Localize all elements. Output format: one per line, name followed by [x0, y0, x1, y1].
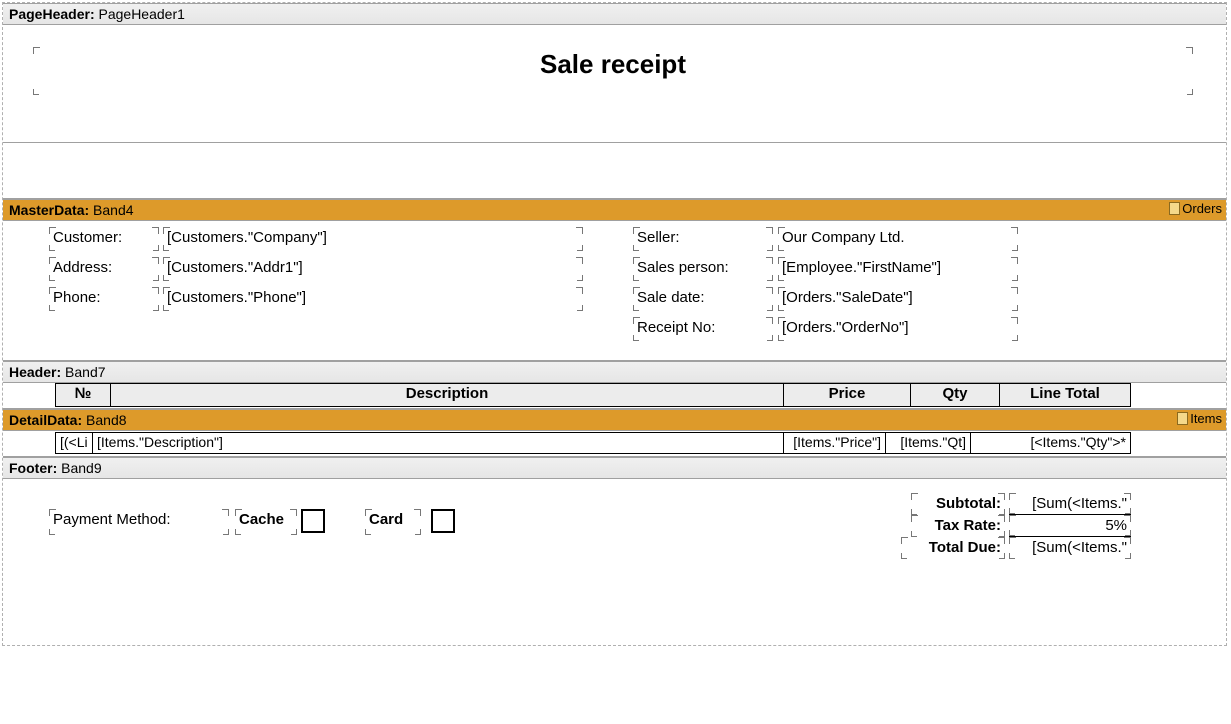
tax-rate-value[interactable]: 5%	[1009, 515, 1131, 537]
detaildata-type: DetailData	[9, 412, 77, 428]
database-icon	[1177, 412, 1188, 425]
masterdata-band-body[interactable]: Customer: [Customers."Company"] Address:…	[3, 221, 1226, 361]
cache-checkbox[interactable]	[301, 509, 325, 533]
cell-line-total[interactable]: [<Items."Qty">*	[970, 432, 1131, 454]
phone-value-memo[interactable]: [Customers."Phone"]	[163, 287, 583, 311]
col-description[interactable]: Description	[110, 383, 784, 407]
tax-rate-label[interactable]: Tax Rate:	[911, 515, 1005, 537]
cache-label[interactable]: Cache	[235, 509, 297, 535]
card-label[interactable]: Card	[365, 509, 421, 535]
sale-date-value-memo[interactable]: [Orders."SaleDate"]	[778, 287, 1018, 311]
seller-label-memo[interactable]: Seller:	[633, 227, 773, 251]
pageheader-band-header[interactable]: PageHeader: PageHeader1	[3, 3, 1226, 25]
receipt-no-value-memo[interactable]: [Orders."OrderNo"]	[778, 317, 1018, 341]
total-due-label[interactable]: Total Due:	[901, 537, 1005, 559]
detaildata-band-body[interactable]: [(<Li [Items."Description"] [Items."Pric…	[3, 431, 1226, 457]
title-text: Sale receipt	[33, 47, 1193, 82]
title-memo[interactable]: Sale receipt	[33, 47, 1193, 95]
pageheader-type: PageHeader	[9, 6, 90, 22]
header-band-header[interactable]: Header: Band7	[3, 361, 1226, 383]
customer-label-memo[interactable]: Customer:	[49, 227, 159, 251]
card-checkbox[interactable]	[431, 509, 455, 533]
detaildata-dataset[interactable]: Items	[1177, 411, 1222, 426]
col-no[interactable]: №	[55, 383, 111, 407]
cell-no[interactable]: [(<Li	[55, 432, 93, 454]
masterdata-dataset[interactable]: Orders	[1169, 201, 1222, 216]
col-qty[interactable]: Qty	[910, 383, 1000, 407]
total-due-value[interactable]: [Sum(<Items."	[1009, 537, 1131, 559]
col-price[interactable]: Price	[783, 383, 911, 407]
footer-band-body[interactable]: Payment Method: Cache Card Subtotal: [Su…	[3, 479, 1226, 645]
address-value-memo[interactable]: [Customers."Addr1"]	[163, 257, 583, 281]
gap-1	[3, 143, 1226, 199]
header-name: Band7	[65, 364, 105, 380]
header-type: Header	[9, 364, 56, 380]
header-band-body[interactable]: № Description Price Qty Line Total	[3, 383, 1226, 409]
footer-band-header[interactable]: Footer: Band9	[3, 457, 1226, 479]
database-icon	[1169, 202, 1180, 215]
payment-method-label[interactable]: Payment Method:	[49, 509, 229, 535]
masterdata-type: MasterData	[9, 202, 84, 218]
phone-label-memo[interactable]: Phone:	[49, 287, 159, 311]
cell-qty[interactable]: [Items."Qt]	[885, 432, 971, 454]
subtotal-label[interactable]: Subtotal:	[911, 493, 1005, 515]
pageheader-band-body[interactable]: Sale receipt	[3, 25, 1226, 143]
cell-price[interactable]: [Items."Price"]	[783, 432, 886, 454]
report-design-canvas[interactable]: PageHeader: PageHeader1 Sale receipt Mas…	[2, 2, 1227, 646]
col-line-total[interactable]: Line Total	[999, 383, 1131, 407]
sale-date-label-memo[interactable]: Sale date:	[633, 287, 773, 311]
footer-name: Band9	[61, 460, 101, 476]
pageheader-name: PageHeader1	[99, 6, 185, 22]
detaildata-band-header[interactable]: DetailData: Band8 Items	[3, 409, 1226, 431]
customer-value-memo[interactable]: [Customers."Company"]	[163, 227, 583, 251]
sales-person-label-memo[interactable]: Sales person:	[633, 257, 773, 281]
masterdata-name: Band4	[93, 202, 133, 218]
cell-description[interactable]: [Items."Description"]	[92, 432, 784, 454]
receipt-no-label-memo[interactable]: Receipt No:	[633, 317, 773, 341]
address-label-memo[interactable]: Address:	[49, 257, 159, 281]
subtotal-value[interactable]: [Sum(<Items."	[1009, 493, 1131, 515]
seller-value-memo[interactable]: Our Company Ltd.	[778, 227, 1018, 251]
footer-type: Footer	[9, 460, 53, 476]
masterdata-band-header[interactable]: MasterData: Band4 Orders	[3, 199, 1226, 221]
sales-person-value-memo[interactable]: [Employee."FirstName"]	[778, 257, 1018, 281]
detaildata-name: Band8	[86, 412, 126, 428]
